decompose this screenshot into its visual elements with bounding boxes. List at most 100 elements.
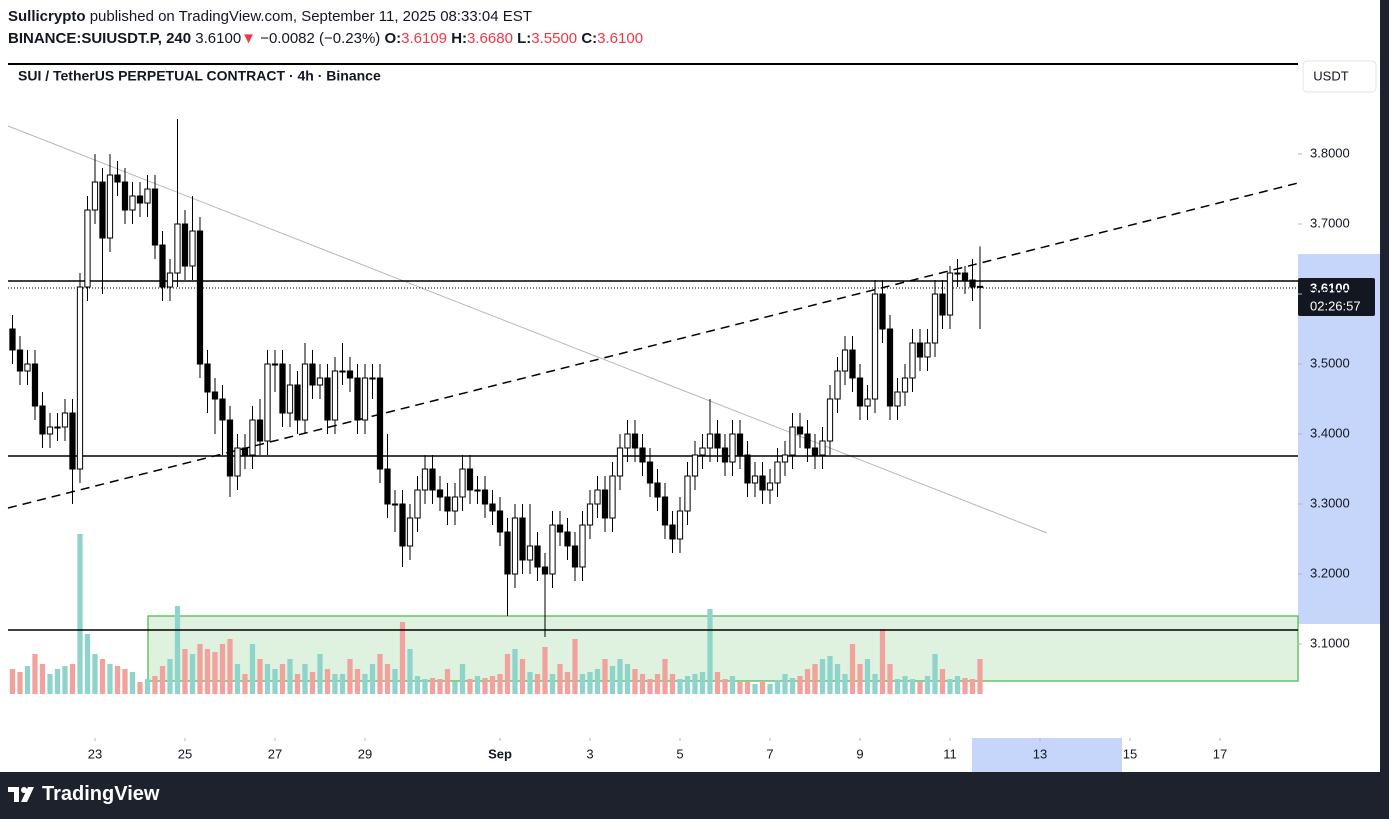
volume-bar xyxy=(549,674,556,694)
candle-body xyxy=(421,468,429,491)
candle-layer xyxy=(9,119,984,637)
volume-bar xyxy=(924,676,931,694)
volume-bar xyxy=(129,672,136,694)
candle-body xyxy=(316,377,324,386)
volume-bar xyxy=(47,674,53,694)
volume-bar xyxy=(69,664,76,694)
chart: SUI / TetherUS PERPETUAL CONTRACT · 4h ·… xyxy=(7,60,1380,772)
candle-body xyxy=(31,363,39,407)
candle-body xyxy=(519,517,526,561)
candle-body xyxy=(961,272,969,281)
volume-bar xyxy=(977,659,983,694)
volume-bar xyxy=(737,682,743,694)
volume-bar xyxy=(932,654,938,694)
candle-body xyxy=(61,412,69,428)
candle-body xyxy=(841,349,849,372)
candle-body xyxy=(144,188,151,204)
candle-body xyxy=(871,293,879,400)
candle-body xyxy=(721,447,729,463)
candle-body xyxy=(204,363,211,393)
candle-body xyxy=(819,440,826,456)
volume-bar xyxy=(684,676,691,694)
volume-bar xyxy=(99,659,106,694)
candle-body xyxy=(601,489,609,519)
volume-bar xyxy=(504,654,511,694)
volume-bar xyxy=(392,669,398,694)
logo-icon xyxy=(8,786,34,802)
candle-body xyxy=(121,181,129,211)
volume-bar xyxy=(294,674,301,694)
candle-body xyxy=(834,370,841,400)
volume-bar xyxy=(857,664,863,694)
candle-body xyxy=(384,468,391,505)
candle-body xyxy=(624,433,631,449)
countdown: 02:26:57 xyxy=(1310,298,1361,313)
candle-body xyxy=(526,545,534,561)
symbol: BINANCE:SUIUSDT.P, 240 xyxy=(8,30,192,47)
candle-body xyxy=(99,181,106,239)
volume-bar xyxy=(774,680,781,694)
volume-bar xyxy=(122,669,128,694)
candle-body xyxy=(954,272,961,275)
candle-body xyxy=(136,195,144,204)
o: 3.6109 xyxy=(401,30,448,47)
volume-bar xyxy=(32,654,38,694)
volume-bar xyxy=(804,669,811,694)
volume-bar xyxy=(842,674,848,694)
volume-bar xyxy=(887,664,893,694)
candle-body xyxy=(346,370,354,379)
candle-body xyxy=(736,433,744,456)
candle-body xyxy=(331,370,339,421)
candle-body xyxy=(796,426,804,435)
volume-bar xyxy=(864,659,871,694)
quote-line: BINANCE:SUIUSDT.P, 240 3.6100▼ −0.0082 (… xyxy=(8,28,643,50)
candle-body xyxy=(69,412,76,470)
candle-body xyxy=(504,531,511,575)
candle-body xyxy=(586,503,594,526)
volume-bar xyxy=(452,682,458,694)
volume-bar xyxy=(669,674,676,694)
volume-bar xyxy=(347,659,353,694)
range-highlight xyxy=(972,738,1122,772)
volume-bar xyxy=(782,674,788,694)
volume-bar xyxy=(497,674,503,694)
volume-bar xyxy=(332,674,338,694)
volume-bar xyxy=(789,678,796,694)
volume-bar xyxy=(339,674,346,694)
x-tick-label: 7 xyxy=(766,746,773,761)
brand: TradingView xyxy=(42,783,160,805)
l: 3.5500 xyxy=(531,30,578,47)
x-tick-label: 15 xyxy=(1123,746,1137,761)
candle-body xyxy=(39,405,46,435)
volume-bar xyxy=(84,634,91,694)
volume-bar xyxy=(39,664,46,694)
chart-title: SUI / TetherUS PERPETUAL CONTRACT · 4h ·… xyxy=(18,68,381,84)
volume-bar xyxy=(699,672,706,694)
volume-bar xyxy=(624,664,631,694)
x-tick-label: 11 xyxy=(943,746,957,761)
volume-bar xyxy=(399,622,406,694)
candle-body xyxy=(976,285,984,288)
candle-body xyxy=(714,433,721,449)
volume-bar xyxy=(564,672,571,694)
candle-body xyxy=(729,433,736,463)
candle-body xyxy=(534,545,541,568)
candle-body xyxy=(931,293,939,344)
published: published on TradingView.com, September … xyxy=(89,8,532,25)
candle-body xyxy=(151,188,159,246)
volume-bar xyxy=(797,676,803,694)
x-tick-label: 17 xyxy=(1213,746,1227,761)
candle-body xyxy=(511,517,519,575)
candle-body xyxy=(744,454,751,484)
last-price-label: 3.6100 xyxy=(1310,280,1350,295)
volume-bar xyxy=(894,679,901,694)
candle-body xyxy=(106,174,114,239)
last: 3.6100 xyxy=(195,30,242,47)
candle-body xyxy=(294,384,301,421)
h: 3.6680 xyxy=(467,30,513,47)
candle-body xyxy=(84,209,91,288)
volume-bar xyxy=(534,674,541,694)
candle-body xyxy=(91,181,99,211)
volume-bar xyxy=(354,669,361,694)
candle-body xyxy=(466,468,474,491)
